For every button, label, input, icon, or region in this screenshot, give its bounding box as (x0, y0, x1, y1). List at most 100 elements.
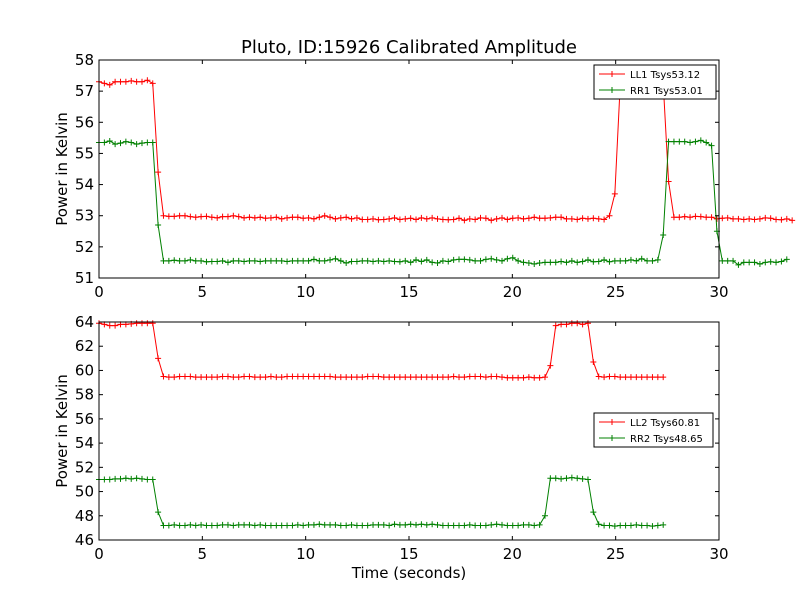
data-point (407, 259, 414, 266)
data-point (343, 522, 350, 529)
data-point (568, 215, 575, 222)
data-point (418, 521, 425, 528)
data-point (343, 260, 350, 267)
data-point (160, 373, 167, 380)
data-point (601, 522, 608, 529)
data-point (434, 374, 441, 381)
x-tick-label: 20 (503, 545, 522, 563)
data-point (289, 373, 296, 380)
data-point (568, 320, 575, 327)
data-point (439, 522, 446, 529)
y-tick-label: 54 (75, 434, 94, 452)
y-tick-label: 48 (75, 507, 94, 525)
data-point (192, 214, 199, 221)
legend-label: RR2 Tsys48.65 (630, 434, 703, 445)
data-point (477, 257, 484, 264)
data-point (660, 521, 667, 528)
data-point (138, 320, 145, 327)
data-point (499, 521, 505, 528)
data-point (273, 214, 280, 221)
data-point (187, 373, 194, 380)
data-point (445, 216, 452, 223)
data-point (316, 521, 323, 528)
data-point (149, 80, 156, 87)
data-point (413, 374, 420, 381)
data-point (353, 374, 360, 381)
data-point (165, 374, 172, 381)
y-tick-label: 58 (75, 51, 94, 69)
data-point (128, 139, 135, 146)
data-point (203, 374, 210, 381)
data-point (735, 261, 742, 268)
data-point (697, 137, 704, 144)
data-point (515, 257, 522, 264)
chart-title: Pluto, ID:15926 Calibrated Amplitude (241, 37, 577, 58)
data-point (649, 374, 656, 381)
data-point (144, 139, 151, 146)
data-point (735, 215, 742, 222)
data-point (482, 522, 489, 529)
data-point (504, 374, 511, 381)
data-point (235, 213, 242, 220)
data-point (246, 373, 253, 380)
data-point (670, 138, 677, 145)
data-point (251, 374, 258, 381)
data-point (208, 374, 215, 381)
data-point (541, 259, 548, 266)
subplot-1: 0 5 10 15 20 25 30 51 52 53 54 55 56 57 58 LL1 Tsys53.1… (75, 51, 796, 301)
data-point (278, 522, 285, 529)
data-point (251, 257, 258, 264)
data-point (724, 257, 731, 264)
data-point (574, 475, 581, 482)
data-point (267, 373, 274, 380)
data-point (633, 374, 640, 381)
data-point (316, 257, 323, 264)
data-point (611, 190, 618, 197)
data-point (144, 320, 151, 327)
data-point (429, 374, 436, 381)
data-point (606, 212, 613, 219)
data-point (547, 362, 554, 369)
data-point (488, 217, 495, 224)
data-point (536, 374, 543, 381)
y-tick-label: 55 (75, 144, 94, 162)
data-point (493, 521, 500, 528)
data-point (219, 521, 226, 528)
data-point (423, 521, 430, 528)
data-point (568, 474, 575, 481)
data-point (262, 374, 269, 381)
data-point (654, 522, 661, 529)
data-point (606, 373, 613, 380)
data-point (450, 216, 457, 223)
data-point (676, 138, 683, 145)
data-point (644, 257, 651, 264)
data-point (327, 214, 334, 221)
data-point (284, 214, 291, 221)
data-point (165, 522, 172, 529)
data-point (531, 260, 538, 267)
data-point (450, 256, 457, 263)
data-point (257, 521, 264, 528)
data-point (359, 216, 366, 223)
data-point (149, 139, 156, 146)
data-point (461, 217, 468, 224)
data-point (692, 213, 699, 220)
series-2 (96, 474, 667, 530)
data-point (773, 216, 780, 223)
data-point (724, 214, 731, 221)
data-point (380, 216, 387, 223)
data-point (493, 256, 500, 263)
data-point (617, 257, 624, 264)
data-point (547, 475, 554, 482)
data-point (466, 256, 473, 263)
data-point (348, 374, 355, 381)
series-line (99, 139, 787, 266)
data-point (160, 212, 167, 219)
data-point (429, 214, 436, 221)
data-point (590, 215, 597, 222)
data-point (439, 374, 446, 381)
data-point (305, 373, 312, 380)
data-point (601, 256, 608, 263)
data-point (106, 81, 113, 88)
legend-marker (609, 71, 615, 77)
